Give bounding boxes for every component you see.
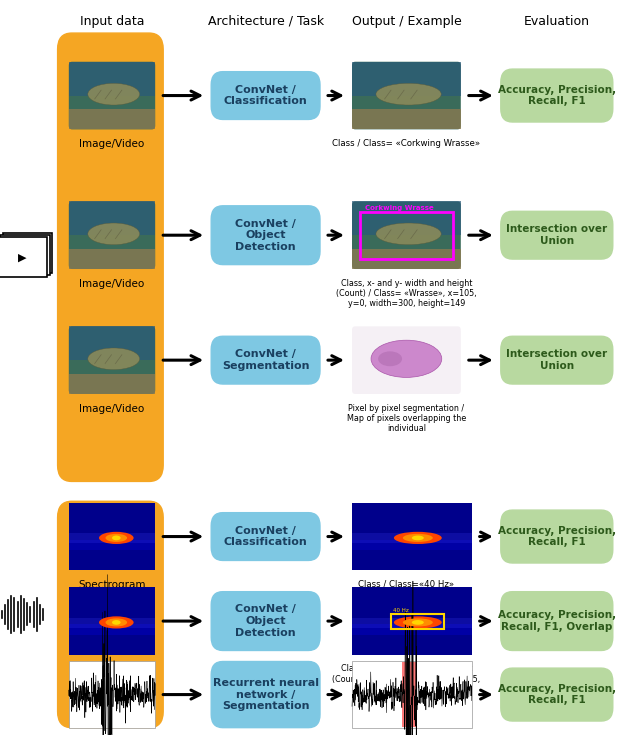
FancyBboxPatch shape bbox=[211, 337, 320, 384]
FancyBboxPatch shape bbox=[352, 326, 461, 394]
FancyBboxPatch shape bbox=[68, 62, 155, 129]
Text: Output / Example: Output / Example bbox=[351, 15, 461, 28]
Ellipse shape bbox=[112, 620, 120, 625]
FancyBboxPatch shape bbox=[68, 503, 155, 570]
Text: Pixel by pixel segmentation /
Map of pixels overlapping the
individual: Pixel by pixel segmentation / Map of pix… bbox=[347, 404, 466, 434]
Ellipse shape bbox=[88, 83, 140, 105]
Text: Input data: Input data bbox=[80, 15, 144, 28]
Polygon shape bbox=[68, 62, 155, 96]
Text: Intersection over
Union: Intersection over Union bbox=[506, 349, 607, 371]
FancyBboxPatch shape bbox=[500, 510, 613, 563]
FancyBboxPatch shape bbox=[68, 201, 155, 269]
FancyBboxPatch shape bbox=[500, 592, 613, 650]
FancyBboxPatch shape bbox=[68, 587, 155, 655]
Ellipse shape bbox=[106, 618, 127, 626]
Text: Spectrogram: Spectrogram bbox=[78, 664, 146, 675]
Text: Architecture / Task: Architecture / Task bbox=[207, 15, 324, 28]
Polygon shape bbox=[68, 326, 155, 360]
FancyBboxPatch shape bbox=[68, 625, 155, 634]
Ellipse shape bbox=[412, 536, 424, 540]
FancyBboxPatch shape bbox=[352, 503, 472, 570]
Polygon shape bbox=[68, 373, 155, 394]
Text: Image/Video: Image/Video bbox=[79, 139, 145, 149]
Polygon shape bbox=[352, 201, 461, 235]
FancyBboxPatch shape bbox=[211, 206, 320, 265]
FancyBboxPatch shape bbox=[352, 617, 472, 628]
Polygon shape bbox=[68, 109, 155, 129]
FancyBboxPatch shape bbox=[500, 337, 613, 384]
Text: Image/Video: Image/Video bbox=[79, 279, 145, 289]
Text: 40 Hz: 40 Hz bbox=[393, 608, 408, 613]
Ellipse shape bbox=[403, 534, 433, 542]
Ellipse shape bbox=[112, 536, 120, 540]
FancyBboxPatch shape bbox=[58, 33, 163, 481]
Text: Corkwing Wrasse: Corkwing Wrasse bbox=[365, 205, 433, 211]
FancyBboxPatch shape bbox=[0, 237, 47, 278]
Text: Accuracy, Precision,
Recall, F1: Accuracy, Precision, Recall, F1 bbox=[498, 526, 616, 548]
Text: Class / Class= «Corkwing Wrasse»: Class / Class= «Corkwing Wrasse» bbox=[332, 139, 481, 148]
Ellipse shape bbox=[106, 534, 127, 542]
FancyBboxPatch shape bbox=[58, 501, 163, 728]
Text: ConvNet /
Classification: ConvNet / Classification bbox=[224, 85, 307, 107]
Ellipse shape bbox=[99, 617, 134, 628]
Text: Image/Video: Image/Video bbox=[79, 404, 145, 414]
FancyBboxPatch shape bbox=[352, 587, 472, 655]
FancyBboxPatch shape bbox=[352, 533, 472, 543]
Ellipse shape bbox=[88, 348, 140, 370]
FancyBboxPatch shape bbox=[211, 592, 320, 650]
Text: Spectrogram: Spectrogram bbox=[78, 580, 146, 590]
Text: ▶: ▶ bbox=[18, 252, 27, 262]
FancyBboxPatch shape bbox=[68, 661, 155, 728]
Text: Intersection over
Union: Intersection over Union bbox=[506, 224, 607, 246]
FancyBboxPatch shape bbox=[211, 513, 320, 560]
Text: Accuracy, Precision,
Recall, F1, Overlap: Accuracy, Precision, Recall, F1, Overlap bbox=[498, 610, 616, 632]
FancyBboxPatch shape bbox=[403, 662, 417, 727]
FancyBboxPatch shape bbox=[3, 232, 52, 273]
Ellipse shape bbox=[412, 620, 424, 625]
Ellipse shape bbox=[403, 618, 433, 626]
FancyBboxPatch shape bbox=[352, 62, 461, 129]
FancyBboxPatch shape bbox=[352, 625, 472, 634]
FancyBboxPatch shape bbox=[500, 211, 613, 259]
Ellipse shape bbox=[371, 340, 442, 377]
Ellipse shape bbox=[376, 223, 441, 245]
FancyBboxPatch shape bbox=[0, 235, 50, 276]
Text: Class, x- and y- width and height
(Count) / Class=«40 Hz», x=4, y=45,
width=1, h: Class, x- and y- width and height (Count… bbox=[332, 664, 481, 695]
FancyBboxPatch shape bbox=[68, 540, 155, 550]
Polygon shape bbox=[352, 109, 461, 129]
FancyBboxPatch shape bbox=[352, 201, 461, 269]
FancyBboxPatch shape bbox=[500, 69, 613, 122]
Ellipse shape bbox=[394, 532, 442, 544]
Text: ConvNet /
Segmentation: ConvNet / Segmentation bbox=[222, 349, 309, 371]
Text: Accuracy, Precision,
Recall, F1: Accuracy, Precision, Recall, F1 bbox=[498, 85, 616, 107]
Text: ConvNet /
Object
Detection: ConvNet / Object Detection bbox=[235, 604, 296, 638]
FancyBboxPatch shape bbox=[500, 668, 613, 721]
Polygon shape bbox=[68, 201, 155, 235]
Text: ConvNet /
Object
Detection: ConvNet / Object Detection bbox=[235, 218, 296, 252]
Polygon shape bbox=[68, 248, 155, 269]
Text: Class, x- and y- width and height
(Count) / Class= «Wrasse», x=105,
y=0, width=3: Class, x- and y- width and height (Count… bbox=[336, 279, 477, 309]
FancyBboxPatch shape bbox=[352, 661, 472, 728]
FancyBboxPatch shape bbox=[68, 326, 155, 394]
FancyBboxPatch shape bbox=[68, 533, 155, 543]
FancyBboxPatch shape bbox=[211, 662, 320, 728]
Ellipse shape bbox=[394, 617, 442, 628]
FancyBboxPatch shape bbox=[68, 617, 155, 628]
Polygon shape bbox=[352, 62, 461, 96]
Ellipse shape bbox=[378, 351, 402, 366]
Ellipse shape bbox=[376, 83, 441, 105]
Text: ConvNet /
Classification: ConvNet / Classification bbox=[224, 526, 307, 548]
Ellipse shape bbox=[99, 532, 134, 544]
Text: Accuracy, Precision,
Recall, F1: Accuracy, Precision, Recall, F1 bbox=[498, 684, 616, 706]
FancyBboxPatch shape bbox=[211, 71, 320, 120]
Polygon shape bbox=[352, 248, 461, 269]
Text: Recurrent neural
network /
Segmentation: Recurrent neural network / Segmentation bbox=[212, 678, 319, 711]
Text: Class / Class=«40 Hz»: Class / Class=«40 Hz» bbox=[358, 580, 454, 589]
Text: Evaluation: Evaluation bbox=[524, 15, 590, 28]
Ellipse shape bbox=[88, 223, 140, 245]
FancyBboxPatch shape bbox=[352, 540, 472, 550]
